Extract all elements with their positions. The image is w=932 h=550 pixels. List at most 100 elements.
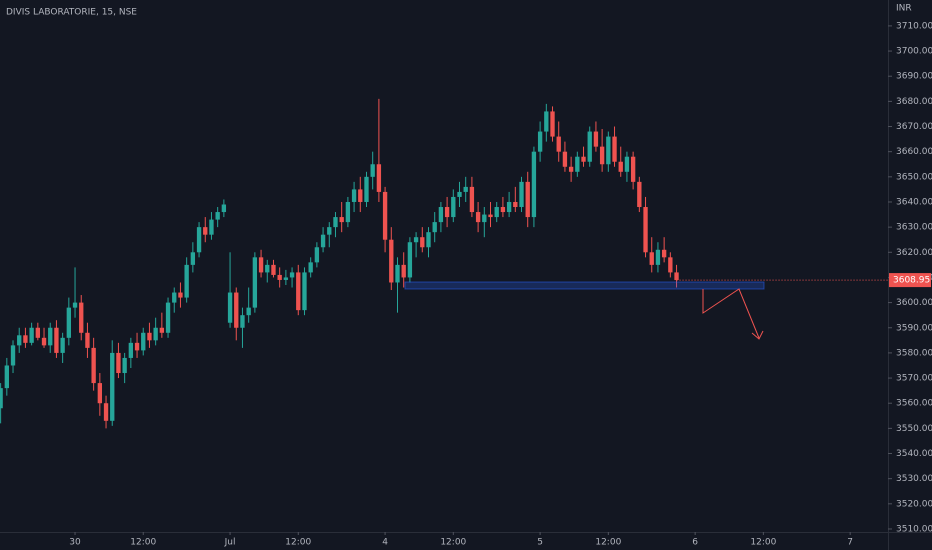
candle-body	[134, 342, 140, 351]
candle-body	[668, 257, 673, 273]
y-tick-label: 3690.00	[896, 72, 932, 82]
candle-body	[153, 327, 158, 341]
candle-body	[482, 214, 487, 223]
candle-body	[531, 151, 537, 218]
candle-body	[41, 337, 47, 346]
candle-body	[271, 264, 276, 275]
candle-body	[265, 264, 270, 273]
candle-body	[537, 131, 543, 152]
candle-body	[506, 201, 512, 213]
candle-body	[568, 166, 574, 172]
candle-body	[637, 181, 642, 208]
candle-body	[296, 272, 301, 311]
y-tick-label: 3540.00	[896, 449, 932, 459]
candle-body	[444, 207, 450, 218]
x-tick-label: 12:00	[285, 538, 311, 548]
candle-body	[488, 214, 493, 218]
y-tick-label: 3530.00	[896, 474, 932, 484]
candle-body	[221, 204, 227, 213]
candle-body	[159, 327, 165, 333]
candle-body	[389, 239, 394, 283]
candle-body	[252, 257, 258, 308]
y-tick-label: 3580.00	[896, 348, 932, 358]
candle-body	[79, 302, 84, 333]
y-tick-label: 3560.00	[896, 399, 932, 409]
candle-body	[370, 164, 375, 177]
candle-body	[544, 111, 549, 132]
candle-body	[630, 156, 636, 182]
candle-body	[178, 292, 183, 298]
candle-body	[308, 262, 313, 273]
y-tick-label: 3510.00	[896, 524, 932, 534]
y-tick-label: 3700.00	[896, 47, 932, 57]
candle-body	[525, 181, 530, 218]
candle-body	[172, 292, 177, 303]
candle-body	[327, 227, 332, 235]
x-tick-label: 6	[692, 538, 698, 548]
candle-body	[66, 307, 72, 338]
candle-body	[196, 227, 202, 253]
candle-body	[599, 146, 605, 165]
candle-body	[413, 237, 419, 243]
candle-body	[407, 242, 413, 278]
candle-body	[581, 156, 586, 162]
candle-body	[35, 327, 40, 338]
candle-body	[556, 136, 561, 152]
plot-area	[0, 98, 679, 429]
candle-body	[420, 237, 425, 248]
support-zone	[404, 281, 765, 290]
candle-body	[562, 151, 568, 167]
candle-body	[277, 274, 282, 280]
y-tick-label: 3590.00	[896, 323, 932, 333]
candle-body	[612, 136, 617, 162]
candle-body	[240, 315, 245, 328]
y-tick-label: 3570.00	[896, 374, 932, 384]
y-tick-label: 3670.00	[896, 122, 932, 132]
candle-body	[184, 264, 189, 298]
candle-body	[550, 111, 555, 137]
y-tick-label: 3640.00	[896, 197, 932, 207]
projection-arrow-head	[751, 330, 764, 340]
candle-body	[593, 131, 599, 147]
candle-body	[23, 335, 28, 343]
candle-body	[376, 164, 382, 192]
candle-body	[29, 327, 34, 343]
y-tick-label: 3660.00	[896, 147, 932, 157]
candle-body	[103, 403, 109, 421]
candle-body	[10, 345, 16, 366]
candle-body	[382, 191, 388, 240]
candle-body	[587, 131, 592, 162]
candle-body	[190, 252, 196, 265]
candle-body	[209, 219, 214, 235]
candle-body	[97, 383, 103, 404]
candle-body	[655, 249, 661, 265]
candle-body	[85, 332, 90, 348]
candle-body	[203, 227, 208, 235]
candle-body	[358, 189, 363, 202]
candle-body	[618, 161, 623, 172]
candle-body	[320, 234, 326, 248]
y-tick-label: 3520.00	[896, 499, 932, 509]
candle-body	[122, 357, 127, 374]
chart-title: DIVIS LABORATORIE, 15, NSE	[6, 8, 137, 18]
candle-body	[500, 207, 506, 213]
candle-body	[451, 196, 456, 218]
candle-body	[463, 186, 468, 192]
candle-body	[438, 207, 444, 223]
candle-body	[258, 257, 264, 273]
candle-body	[661, 249, 667, 258]
x-tick-label: 5	[537, 538, 543, 548]
last-price-box	[889, 273, 931, 288]
x-tick-label: 12:00	[440, 538, 466, 548]
candle-body	[165, 302, 171, 333]
candle-body	[17, 335, 22, 346]
x-tick-label: 30	[69, 538, 81, 548]
candle-body	[432, 222, 437, 233]
candle-body	[575, 156, 580, 172]
last-price-label: 3608.95	[893, 276, 930, 286]
candle-body	[469, 186, 475, 213]
candle-body	[674, 272, 679, 281]
y-tick-label: 3710.00	[896, 21, 932, 31]
x-tick-label: Jul	[224, 538, 236, 548]
